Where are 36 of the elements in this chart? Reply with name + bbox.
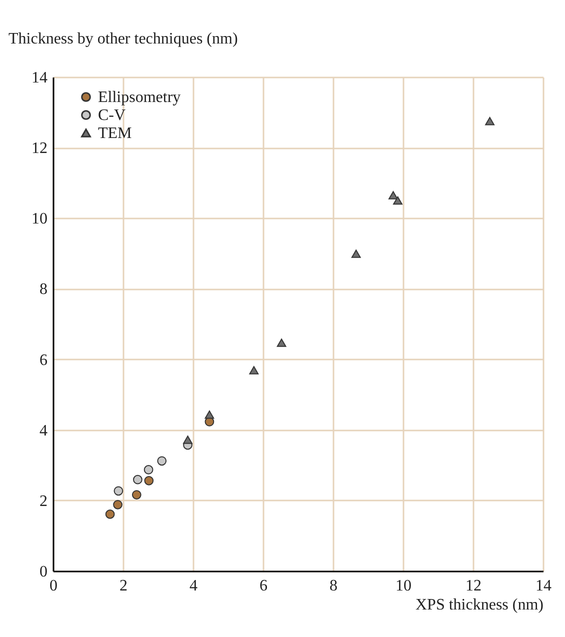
point <box>132 490 142 500</box>
x-tick-label: 6 <box>260 578 268 594</box>
x-tick-label: 14 <box>536 578 552 594</box>
point <box>144 465 154 474</box>
y-tick-label: 6 <box>40 352 48 369</box>
point <box>276 338 286 347</box>
point <box>249 366 259 374</box>
y-tick-label: 8 <box>40 281 48 298</box>
legend-label: Ellipsometry <box>98 89 181 106</box>
legend-label: C-V <box>98 107 126 124</box>
point <box>113 500 122 510</box>
y-tick-label: 2 <box>40 492 48 510</box>
y-axis-title: Thickness by other techniques (nm) <box>8 30 238 48</box>
point <box>133 474 142 484</box>
y-tick-label: 4 <box>40 422 48 440</box>
y-tick-label: 14 <box>32 70 48 86</box>
point <box>105 510 115 519</box>
point <box>393 196 402 205</box>
point <box>144 476 154 486</box>
point <box>183 436 192 444</box>
x-tick-label: 8 <box>330 578 338 594</box>
y-tick-label: 0 <box>40 564 48 580</box>
x-tick-label: 12 <box>466 578 482 594</box>
point <box>388 191 398 200</box>
x-axis-title: XPS thickness (nm) <box>416 596 544 614</box>
x-tick-label: 10 <box>396 578 412 594</box>
y-tick-label: 12 <box>32 140 48 158</box>
legend-label: TEM <box>98 125 132 142</box>
point <box>157 456 167 466</box>
x-tick-label: 4 <box>190 578 198 594</box>
point <box>204 410 214 419</box>
y-tick-label: 10 <box>32 210 48 228</box>
x-tick-label: 2 <box>120 578 128 594</box>
point <box>351 250 361 258</box>
point <box>114 486 124 496</box>
point <box>485 116 494 126</box>
